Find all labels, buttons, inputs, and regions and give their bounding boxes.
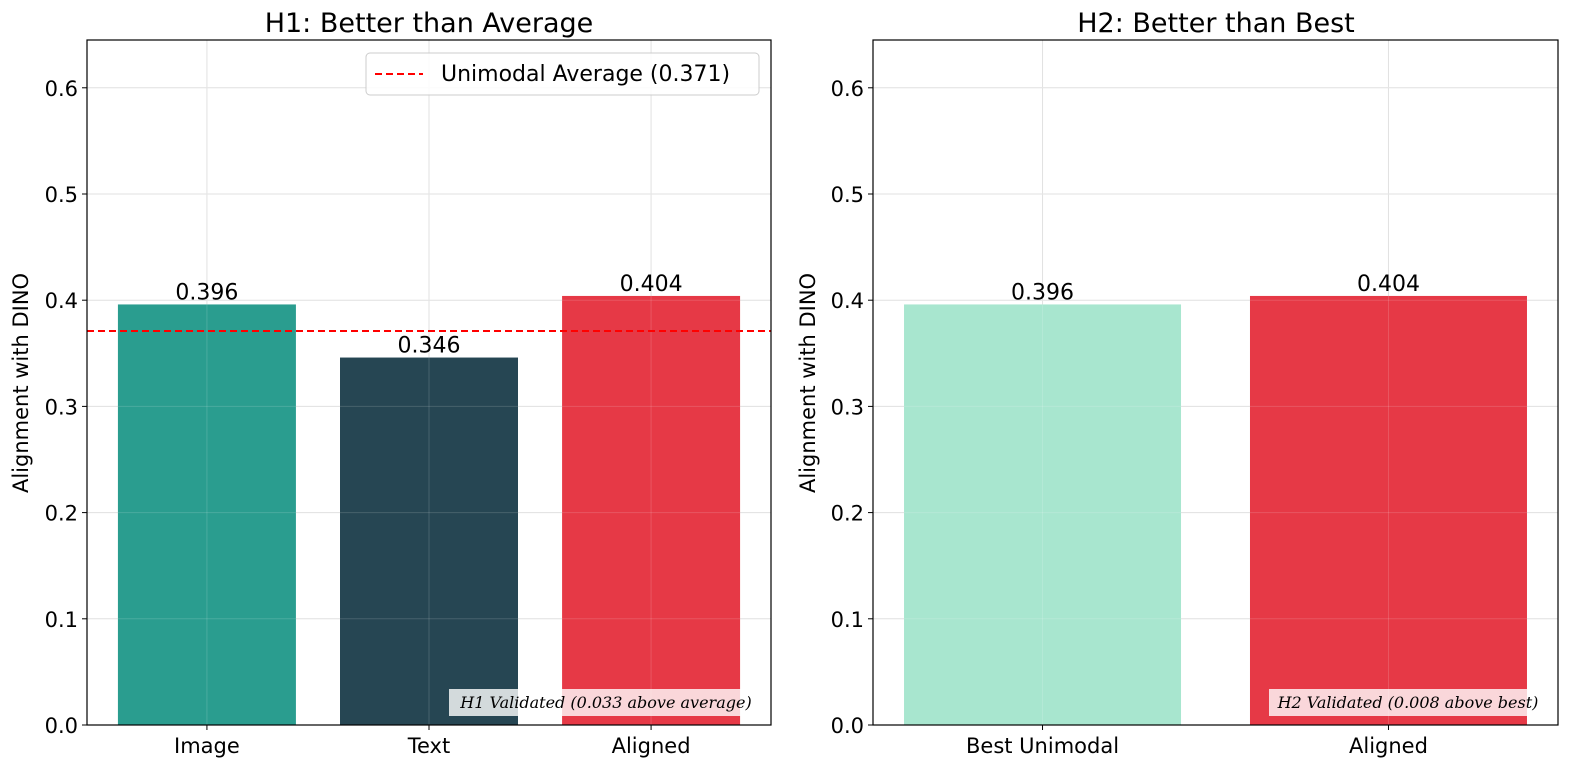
bar — [562, 295, 741, 725]
annotation-text: H2 Validated (0.008 above best) — [1277, 693, 1539, 712]
bar-value-label: 0.404 — [1357, 272, 1420, 297]
y-tick-label: 0.5 — [45, 183, 78, 207]
chart-panel-h1: H1: Better than Average Alignment with D… — [9, 8, 772, 758]
annotation: H1 Validated (0.033 above average) — [449, 689, 762, 716]
y-tick-label: 0.2 — [45, 502, 78, 526]
chart-panel-h2: H2: Better than Best Alignment with DINO… — [796, 8, 1559, 758]
axis-ticks: 0.0 0.1 0.2 0.3 0.4 0.5 0.6 Best Unimodal Aligne… — [831, 77, 1428, 758]
x-tick-label: Best Unimodal — [966, 734, 1119, 758]
bar — [117, 304, 296, 725]
y-tick-label: 0.2 — [831, 502, 864, 526]
legend: Unimodal Average (0.371) — [365, 52, 760, 96]
y-tick-label: 0.6 — [831, 77, 864, 101]
y-tick-label: 0.0 — [45, 714, 78, 738]
value-labels: 0.396 0.346 0.404 — [175, 272, 682, 359]
legend-box — [365, 52, 760, 96]
bar-value-label: 0.396 — [1011, 280, 1074, 305]
bar — [340, 357, 518, 725]
annotation-box — [449, 689, 762, 716]
bar-value-label: 0.346 — [398, 334, 461, 359]
bar-value-label: 0.396 — [175, 280, 238, 305]
x-tick-label: Aligned — [1349, 734, 1428, 758]
plot-frame — [86, 39, 772, 726]
annotation-box — [1269, 689, 1548, 716]
x-tick-label: Text — [407, 734, 450, 758]
chart-title: H2: Better than Best — [1077, 8, 1355, 39]
legend-entry-label: Unimodal Average (0.371) — [441, 62, 730, 87]
bars — [87, 40, 771, 726]
chart-title: H1: Better than Average — [265, 8, 594, 39]
y-tick-label: 0.3 — [45, 395, 78, 419]
x-tick-label: Image — [174, 734, 240, 758]
y-tick-label: 0.5 — [831, 183, 864, 207]
y-axis-label: Alignment with DINO — [9, 273, 33, 493]
y-tick-label: 0.4 — [45, 289, 78, 313]
annotation-text: H1 Validated (0.033 above average) — [459, 693, 751, 712]
annotation: H2 Validated (0.008 above best) — [1269, 689, 1548, 716]
value-labels: 0.396 0.404 — [1011, 272, 1420, 305]
bar — [904, 304, 1182, 725]
plot-frame — [872, 39, 1559, 726]
y-tick-label: 0.1 — [831, 608, 864, 632]
bar-value-label: 0.404 — [620, 272, 683, 297]
axis-ticks: 0.0 0.1 0.2 0.3 0.4 0.5 0.6 Image Text Aligned — [45, 77, 691, 758]
y-axis-label: Alignment with DINO — [796, 273, 820, 493]
x-tick-label: Aligned — [612, 734, 691, 758]
y-tick-label: 0.3 — [831, 395, 864, 419]
y-tick-label: 0.0 — [831, 714, 864, 738]
y-tick-label: 0.1 — [45, 608, 78, 632]
bars — [873, 40, 1558, 726]
y-tick-label: 0.4 — [831, 289, 864, 313]
y-tick-label: 0.6 — [45, 77, 78, 101]
bar — [1249, 295, 1527, 725]
